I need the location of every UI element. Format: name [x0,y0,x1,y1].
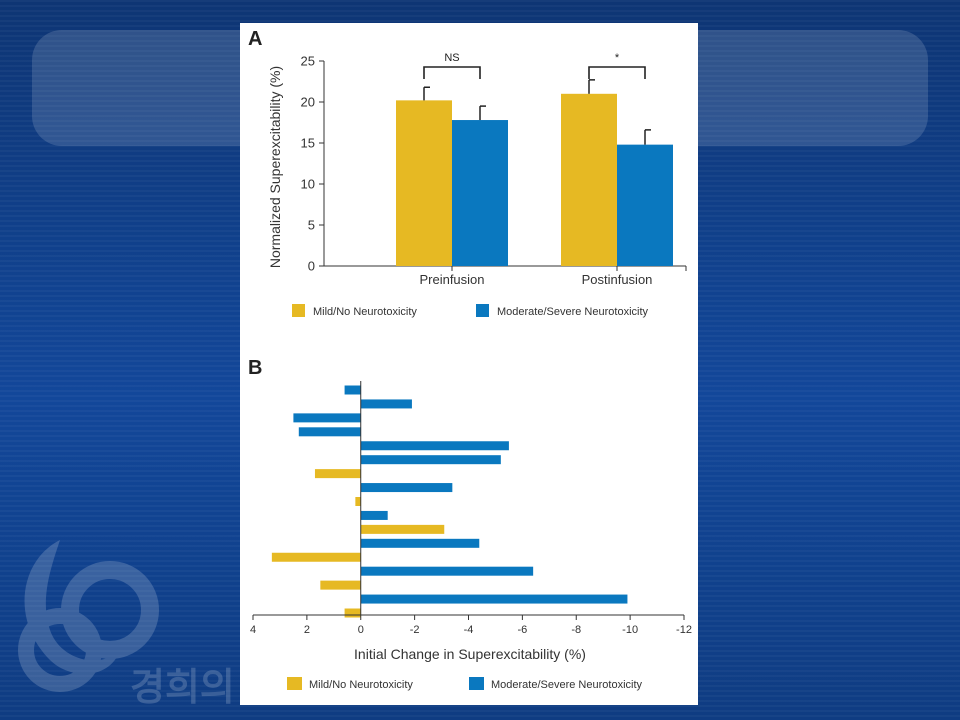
panel-a-legend-swatch [292,304,305,317]
panel-a-y-tick-label: 0 [308,259,315,274]
panel-b-bar [355,497,361,506]
panel-b-bar [344,608,361,618]
panel-a-y-tick-label: 20 [301,95,315,110]
panel-b-bar [360,566,534,576]
panel-a-legend-label: Mild/No Neurotoxicity [313,306,417,318]
panel-b-legend-label: Moderate/Severe Neurotoxicity [491,679,643,691]
panel-a-x-tick-label: Preinfusion [419,272,484,287]
panel-a-bar [617,144,673,266]
panel-a-y-tick-label: 10 [301,177,315,192]
panel-a-label: A [248,28,262,50]
panel-b-bar [344,385,361,395]
panel-b-bar [293,413,361,423]
panel-b-bar [271,552,361,562]
panel-b-x-tick-label: -10 [622,624,638,636]
panel-a-y-tick-label: 25 [301,54,315,69]
panel-a-legend-swatch [476,304,489,317]
panel-b-bar [360,399,412,409]
panel-b-x-axis-title: Initial Change in Superexcitability (%) [354,646,586,662]
panel-b: B 4 2 0 -2 -4 -6 -8 -10 -12 Initial Change in Su… [248,357,692,691]
panel-a-legend-label: Moderate/Severe Neurotoxicity [497,306,649,318]
panel-a-bar [561,93,617,266]
panel-b-axes: 4 2 0 -2 -4 -6 -8 -10 -12 [250,381,692,636]
panel-b-bar [360,441,509,451]
panel-b-x-tick-label: -4 [464,624,474,636]
panel-a-significance-label: NS [444,52,459,64]
panel-b-legend-label: Mild/No Neurotoxicity [309,679,413,691]
panel-a-y-tick-label: 5 [308,218,315,233]
watermark-text: 경희의 [130,665,235,709]
panel-a-significance: NS * [423,52,646,79]
panel-b-bar [360,538,480,548]
figure-svg: A Normalized Superexcitability (%) 0 5 10 1… [248,28,692,691]
panel-a-significance-bracket [423,66,481,79]
panel-b-bars [271,385,628,618]
panel-b-x-tick-label: -6 [517,624,527,636]
figure-panel: A Normalized Superexcitability (%) 0 5 10 1… [240,23,698,705]
panel-b-legend-swatch [287,677,302,690]
panel-b-bar [360,455,501,465]
panel-b-x-tick-label: -8 [571,624,581,636]
panel-a: A Normalized Superexcitability (%) 0 5 10 1… [248,28,687,318]
panel-b-x-tick-label: 0 [358,624,364,636]
panel-b-bar [314,469,361,479]
panel-a-significance-bracket [588,66,646,79]
university-logo-watermark: 경희의 [18,540,235,709]
panel-a-y-tick-label: 15 [301,136,315,151]
panel-b-legend: Mild/No Neurotoxicity Moderate/Severe Neu… [287,677,643,691]
panel-b-bar [360,510,388,520]
panel-b-bar [320,580,361,590]
panel-b-legend-swatch [469,677,484,690]
panel-b-x-tick-label: -2 [410,624,420,636]
panel-b-x-tick-label: 2 [304,624,310,636]
panel-a-significance-label: * [615,52,620,64]
panel-a-bar [396,100,452,266]
panel-a-x-tick-label: Postinfusion [582,272,653,287]
panel-a-legend: Mild/No Neurotoxicity Moderate/Severe Neu… [292,304,649,318]
panel-b-x-tick-label: -12 [676,624,692,636]
panel-a-bars [396,79,673,266]
panel-b-bar [360,524,445,534]
panel-b-bar [298,427,361,437]
panel-b-bar [360,594,628,604]
panel-b-bar [360,483,453,493]
panel-a-axes: 0 5 10 15 20 25 Preinfusion Postinfusion [301,54,687,287]
panel-a-bar [452,120,508,266]
panel-a-y-axis-title: Normalized Superexcitability (%) [267,66,283,268]
panel-b-label: B [248,357,262,379]
panel-b-x-tick-label: 4 [250,624,256,636]
